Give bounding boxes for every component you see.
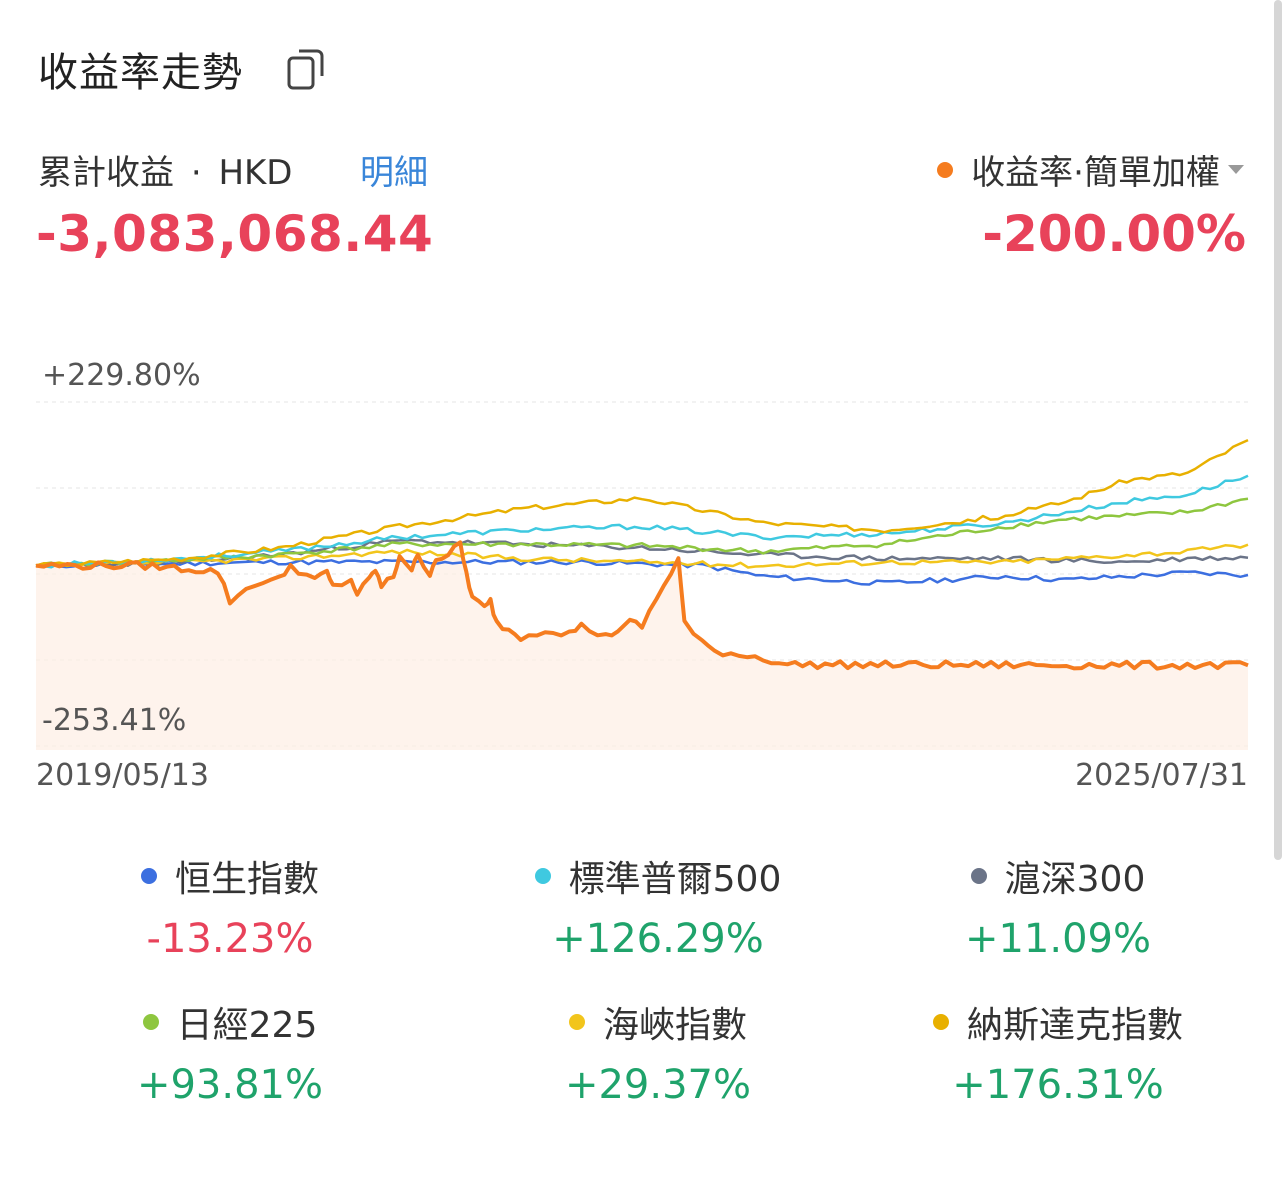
series-line-hsi [35,558,1249,586]
detail-link[interactable]: 明細 [360,153,428,193]
series-line-portfolio [35,540,1249,671]
copy-icon[interactable] [287,48,325,90]
legend-value: -13.23% [146,916,314,962]
y-min-label: -253.41% [42,703,186,738]
currency-label: HKD [218,153,293,193]
legend-name: 日經225 [176,1005,318,1046]
chart-lines [35,438,1249,671]
rate-selector[interactable]: 收益率·簡單加權 [937,145,1244,194]
portfolio-area-fill [36,542,1248,750]
cumulative-label-text: 累計收益 [38,153,174,193]
legend-dot [970,868,987,884]
scrollbar[interactable] [1274,0,1282,860]
legend-value: +11.09% [964,916,1152,962]
series-line-sp500 [35,474,1249,569]
legend-name: 標準普爾500 [568,859,782,900]
legend-dot [140,868,157,884]
legend-name: 滬深300 [1004,859,1146,900]
chevron-down-icon [1228,165,1244,174]
legend-dot [932,1014,949,1030]
legend-value: +93.81% [136,1062,324,1108]
x-end-label: 2025/07/31 [1075,758,1248,793]
returns-chart[interactable]: +229.80% -253.41% 2019/05/13 2025/07/31 [0,330,1284,800]
separator: · [190,153,202,193]
page-title: 收益率走勢 [38,50,243,96]
x-start-label: 2019/05/13 [36,758,209,793]
selector-dot [937,161,954,178]
legend-dot [568,1014,585,1030]
legend-dot [142,1014,159,1030]
legend-item-hsi[interactable]: 恒生指數 -13.23% [30,850,430,962]
selector-label: 收益率·簡單加權 [971,153,1220,193]
legend-name: 恒生指數 [174,859,319,900]
legend-dot [534,868,551,884]
legend-value: +126.29% [552,916,764,962]
portfolio-area [36,542,1248,750]
legend-item-nikkei[interactable]: 日經225 +93.81% [30,996,430,1108]
legend-name: 海峽指數 [602,1005,747,1046]
legend-name: 納斯達克指數 [966,1005,1183,1046]
series-line-nasdaq [35,438,1249,568]
cumulative-label: 累計收益 · HKD [38,145,292,194]
y-max-label: +229.80% [42,358,201,393]
legend-value: +29.37% [564,1062,752,1108]
cumulative-value: -3,083,068.44 [36,205,434,263]
legend-item-strait[interactable]: 海峽指數 +29.37% [458,996,858,1108]
legend-value: +176.31% [952,1062,1164,1108]
rate-value: -200.00% [982,205,1246,263]
legend-item-sp500[interactable]: 標準普爾500 +126.29% [458,850,858,962]
legend-item-nasdaq[interactable]: 納斯達克指數 +176.31% [858,996,1258,1108]
series-line-strait [35,543,1249,569]
legend-item-csi300[interactable]: 滬深300 +11.09% [858,850,1258,962]
